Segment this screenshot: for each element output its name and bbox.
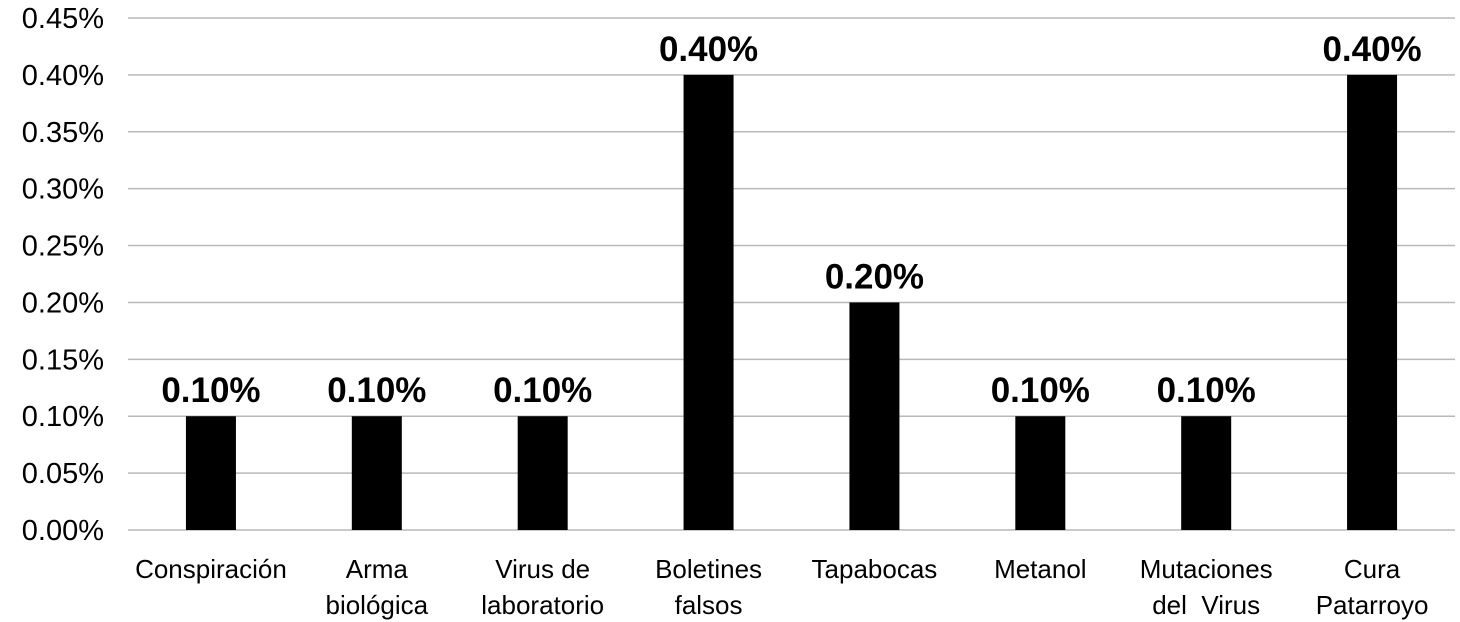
data-label: 0.10% [1157, 371, 1256, 410]
bars [185, 74, 1398, 530]
y-tick-label: 0.15% [22, 344, 104, 376]
y-tick-label: 0.25% [22, 231, 104, 263]
category-label: Virus de laboratorio [481, 554, 604, 620]
x-axis-category-labels: Conspiración Arma biológica Virus de laborat… [135, 554, 1428, 620]
gridlines [128, 17, 1455, 531]
data-labels: 0.10% 0.10% 0.10% 0.40% 0.20% 0.10% 0.10% 0.40% [161, 30, 1421, 410]
category-label: Arma biológica [325, 554, 428, 620]
bar [849, 302, 900, 530]
bar [351, 416, 402, 530]
bar [1015, 416, 1066, 530]
y-tick-label: 0.05% [22, 458, 104, 490]
bar [1181, 416, 1232, 530]
y-axis-tick-labels: 0.00% 0.05% 0.10% 0.15% 0.20% 0.25% 0.30% 0.35%… [22, 3, 104, 547]
bar [185, 416, 236, 530]
data-label: 0.10% [493, 371, 592, 410]
data-label: 0.20% [825, 257, 924, 296]
category-label: Tapabocas [812, 554, 938, 584]
bar [683, 74, 734, 530]
y-tick-label: 0.20% [22, 287, 104, 319]
category-label: Conspiración [135, 554, 287, 584]
category-label: Metanol [994, 554, 1087, 584]
category-label: Cura Patarroyo [1316, 554, 1429, 620]
data-label: 0.10% [991, 371, 1090, 410]
y-tick-label: 0.00% [22, 515, 104, 547]
bar [1347, 74, 1398, 530]
y-tick-label: 0.45% [22, 3, 104, 35]
y-tick-label: 0.40% [22, 60, 104, 92]
data-label: 0.40% [659, 30, 758, 69]
category-label: Boletines falsos [655, 554, 762, 620]
category-label: Mutaciones del Virus [1140, 554, 1273, 620]
data-label: 0.10% [327, 371, 426, 410]
y-tick-label: 0.10% [22, 401, 104, 433]
y-tick-label: 0.30% [22, 174, 104, 206]
data-label: 0.10% [161, 371, 260, 410]
data-label: 0.40% [1322, 30, 1421, 69]
bar [517, 416, 568, 530]
y-tick-label: 0.35% [22, 117, 104, 149]
